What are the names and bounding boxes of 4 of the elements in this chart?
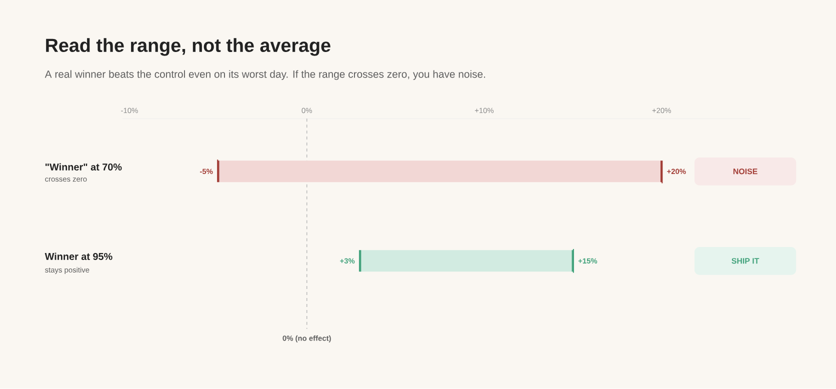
chart-subtitle: A real winner beats the control even on its worst day. If the range crosses zero, you have noise. [44, 70, 486, 80]
chart-title: Read the range, not the average [46, 38, 330, 56]
y-tick-label: Winner at 95% [44, 252, 112, 260]
y-tick-label: "Winner" at 70% [45, 163, 122, 171]
